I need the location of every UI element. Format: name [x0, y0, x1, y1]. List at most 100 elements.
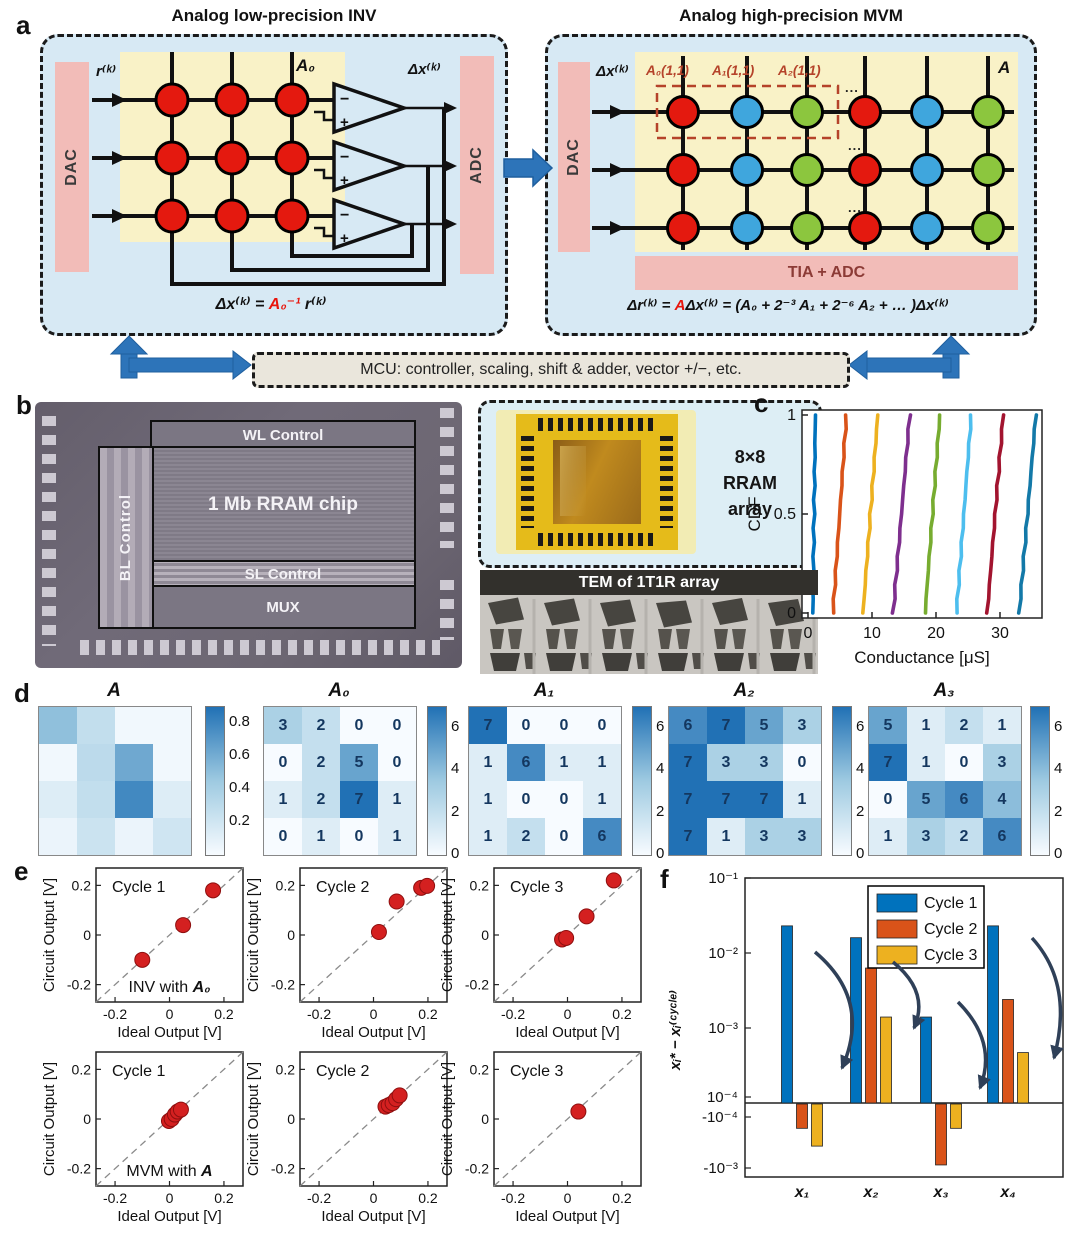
ellipsis-row3: ...	[848, 200, 862, 215]
heatmap-cell: 0	[264, 818, 302, 855]
colorbar-tick: 4	[856, 760, 865, 778]
heatmap-cell: 2	[945, 818, 983, 855]
heatmap-cell: 3	[707, 744, 745, 781]
svg-text:Circuit Output [V]: Circuit Output [V]	[439, 878, 456, 992]
package-pins-bottom	[538, 533, 656, 546]
chip-pads-right	[440, 408, 454, 548]
bar-Cycle-3-x₁	[811, 1103, 823, 1147]
heatmap-cell: 7	[745, 781, 783, 818]
heatmap-cell: 2	[302, 781, 340, 818]
panel-label-f: f	[660, 864, 669, 894]
heatmap-cell: 1	[378, 818, 416, 855]
heatmap-cell	[77, 744, 115, 781]
scatter-e1: -0.2 -0.2 0 0 0.2 0.2 Ideal Output [V] Circuit …	[41, 867, 244, 1041]
heatmap-cell: 0	[264, 744, 302, 781]
heatmap-cell: 1	[583, 781, 621, 818]
colorbar-tick: 2	[1054, 802, 1063, 820]
heatmap-cell	[115, 744, 153, 781]
heatmap-cell: 1	[545, 744, 583, 781]
colorbar-tick: 2	[451, 802, 460, 820]
svg-text:x₃: x₃	[932, 1184, 948, 1201]
heatmap-cell: 7	[340, 781, 378, 818]
a-matrix-label: A	[998, 58, 1011, 77]
heatmap-cell: 7	[869, 744, 907, 781]
legend-label: Cycle 1	[924, 895, 977, 912]
colorbar-tick: 6	[451, 718, 460, 736]
heatmap-cell	[153, 781, 191, 818]
heatmap-colorbar	[832, 706, 852, 856]
data-point	[166, 1106, 183, 1123]
package-pins-top	[538, 418, 656, 431]
panel-label-d: d	[14, 678, 30, 708]
mvm-formula-red: A	[674, 297, 686, 314]
bar-Cycle-1-x₃	[920, 1016, 932, 1104]
heatmap-title-A₃: A₃	[933, 680, 955, 701]
svg-text:20: 20	[927, 625, 945, 642]
array-caption-line1: 8×8	[734, 446, 766, 467]
heatmap-cell: 0	[378, 707, 416, 744]
svg-text:0.2: 0.2	[470, 877, 490, 893]
data-point	[384, 1095, 401, 1112]
heatmap-cell: 3	[783, 707, 821, 744]
data-point	[175, 917, 192, 934]
mcu-to-mvm-arrowhead	[931, 335, 971, 355]
heatmap-cell	[115, 818, 153, 855]
svg-text:Circuit Output [V]: Circuit Output [V]	[41, 1062, 58, 1176]
heatmap-cell: 1	[469, 744, 507, 781]
title-inv-block: Analog low-precision INV	[171, 6, 377, 25]
heatmap-cell	[115, 707, 153, 744]
array-caption-line2: RRAM	[723, 472, 777, 493]
svg-text:Cycle 2: Cycle 2	[316, 879, 369, 896]
bar-Cycle-1-x₁	[781, 925, 793, 1104]
panel-label-a: a	[16, 10, 31, 40]
heatmap-cell: 0	[583, 707, 621, 744]
heatmap-cell: 3	[983, 744, 1021, 781]
cdf-curve-state-3	[861, 413, 880, 615]
dx-input-label: Δx⁽ᵏ⁾	[596, 63, 629, 80]
svg-text:x₁: x₁	[794, 1184, 810, 1201]
cdf-curve-state-6	[954, 413, 973, 615]
heatmap-cell: 3	[907, 818, 945, 855]
mcu-bar: MCU: controller, scaling, shift & adder,…	[252, 352, 850, 388]
svg-text:Ideal Output [V]: Ideal Output [V]	[321, 1024, 425, 1041]
package-pins-right	[660, 436, 673, 528]
heatmap-cell: 1	[302, 818, 340, 855]
heatmap-colorbar	[1030, 706, 1050, 856]
svg-text:0.2: 0.2	[418, 1190, 438, 1206]
heatmap-cell: 6	[983, 818, 1021, 855]
svg-text:-0.2: -0.2	[67, 1161, 91, 1177]
data-point	[388, 893, 405, 910]
legend-swatch	[876, 919, 918, 939]
mvm-formula-suffix: Δx⁽ᵏ⁾ = (A₀ + 2⁻³ A₁ + 2⁻⁶ A₂ + … )Δx⁽ᵏ⁾	[685, 297, 949, 314]
heatmap-cell: 0	[545, 781, 583, 818]
bar-Cycle-3-x₂	[880, 1016, 892, 1104]
heatmap-cell: 1	[783, 781, 821, 818]
panel-label-c: c	[754, 388, 769, 418]
a0-matrix-label: A₀	[296, 56, 315, 75]
heatmap-colorbar	[427, 706, 447, 856]
heatmap-cell: 5	[907, 781, 945, 818]
svg-text:10⁻¹: 10⁻¹	[708, 870, 738, 887]
heatmap-cell: 0	[340, 818, 378, 855]
svg-text:0.2: 0.2	[612, 1190, 632, 1206]
heatmap-cell: 1	[707, 818, 745, 855]
inv-formula-suffix: r⁽ᵏ⁾	[300, 296, 327, 313]
heatmap-cell: 3	[745, 744, 783, 781]
heatmap-cell: 4	[983, 781, 1021, 818]
heatmap-cell: 7	[669, 781, 707, 818]
svg-text:-0.2: -0.2	[67, 977, 91, 993]
scatter-e4: -0.2 -0.2 0 0 0.2 0.2 Ideal Output [V] Circuit …	[41, 1051, 244, 1225]
heatmap-cell: 2	[945, 707, 983, 744]
svg-text:30: 30	[991, 625, 1009, 642]
convergence-arrow	[813, 950, 855, 1070]
heatmap-cell: 1	[583, 744, 621, 781]
a2-cell-label: A₂(1,1)	[778, 63, 821, 78]
tia-adc-label: TIA + ADC	[787, 264, 866, 281]
heatmap-title-A₀: A₀	[328, 680, 350, 701]
svg-text:10⁻⁴: 10⁻⁴	[707, 1089, 738, 1106]
heatmap-cell	[153, 818, 191, 855]
svg-text:Cycle 1: Cycle 1	[112, 879, 165, 896]
heatmap-cell: 3	[264, 707, 302, 744]
